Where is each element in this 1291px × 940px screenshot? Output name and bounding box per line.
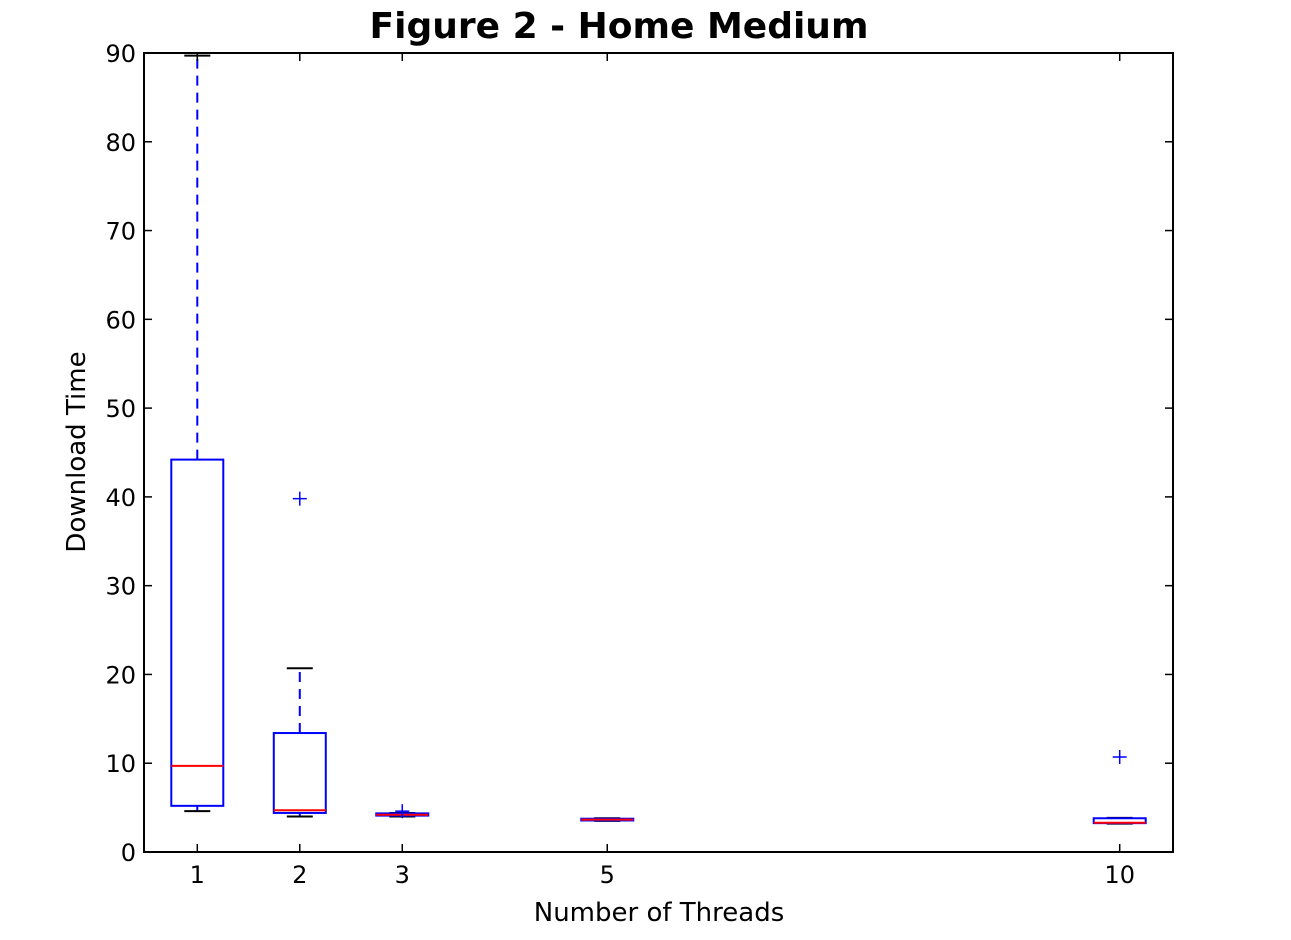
y-tick-label: 60	[105, 306, 136, 334]
chart-title: Figure 2 - Home Medium	[370, 6, 869, 47]
y-tick-label: 70	[105, 218, 136, 246]
box-group	[272, 491, 327, 818]
x-tick-label: 10	[1104, 861, 1135, 889]
box-group	[1092, 750, 1147, 825]
axes-frame	[143, 52, 1174, 853]
box-iqr	[272, 732, 327, 814]
box-group	[375, 804, 430, 819]
x-tick-label: 1	[190, 861, 205, 889]
y-tick-label: 50	[105, 395, 136, 423]
flier-marker	[1112, 750, 1127, 765]
box-iqr	[170, 458, 225, 807]
y-axis-label: Download Time	[62, 351, 92, 552]
flier-marker	[292, 491, 307, 506]
flier-marker	[395, 804, 410, 819]
y-tick-label: 20	[105, 661, 136, 689]
y-tick-label: 80	[105, 129, 136, 157]
axis-ticks: 0 10 20 30 40 50 60 70 80 90 1 2 3 5 10	[105, 40, 1173, 889]
x-tick-label: 2	[292, 861, 307, 889]
y-tick-label: 40	[105, 484, 136, 512]
y-tick-label: 10	[105, 750, 136, 778]
box-group	[170, 54, 225, 813]
x-axis-label: Number of Threads	[534, 898, 785, 928]
x-tick-label: 3	[395, 861, 410, 889]
x-tick-label: 5	[600, 861, 615, 889]
plot-area	[170, 54, 1147, 825]
y-tick-label: 90	[105, 40, 136, 68]
y-tick-label: 30	[105, 573, 136, 601]
box-group	[580, 817, 635, 822]
y-tick-label: 0	[121, 839, 136, 867]
